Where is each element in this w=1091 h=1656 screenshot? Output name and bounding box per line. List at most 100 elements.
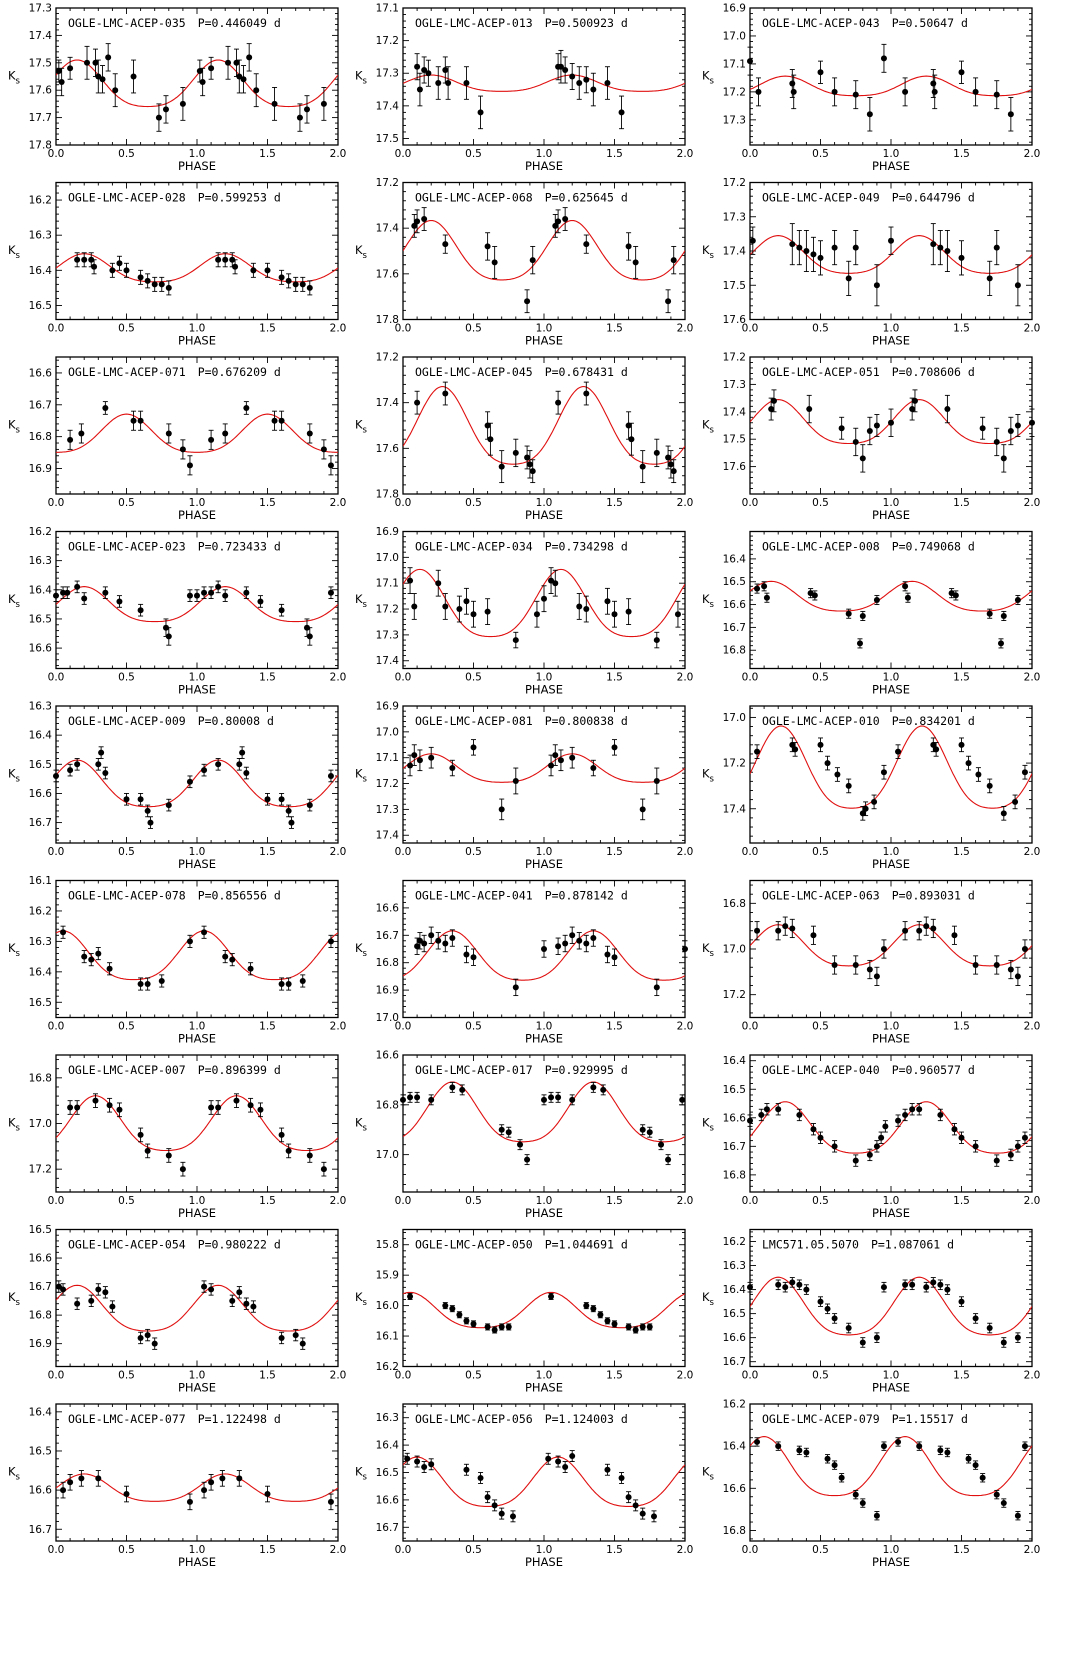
data-point — [327, 589, 334, 596]
x-tick-label: 0.5 — [812, 1370, 829, 1382]
y-tick-label: 16.7 — [723, 1141, 746, 1153]
y-tick-label: 17.7 — [29, 112, 52, 124]
data-point — [421, 66, 428, 73]
data-point — [930, 925, 937, 932]
data-point — [498, 1323, 505, 1330]
data-point — [862, 805, 869, 812]
light-curve-panel: 0.0 0.5 1.0 1.5 2.0 16.9 17.0 17.1 17.2 17.3 PHASE… — [702, 3, 1040, 174]
data-point — [1012, 798, 1019, 805]
x-tick-label: 0.0 — [48, 497, 65, 509]
panel-title: OGLE-LMC-ACEP-008 P=0.749068 d — [762, 540, 975, 554]
data-point — [165, 1152, 172, 1159]
data-point — [123, 1491, 130, 1498]
data-point — [247, 965, 254, 972]
x-tick-label: 2.0 — [1024, 672, 1041, 684]
data-point — [463, 1466, 470, 1473]
x-tick-label: 1.0 — [536, 846, 553, 858]
y-axis-label: Ks — [355, 243, 368, 261]
data-point — [470, 954, 477, 961]
y-tick-label: 16.9 — [376, 526, 399, 538]
panel-title: OGLE-LMC-ACEP-049 P=0.644796 d — [762, 191, 975, 205]
data-point — [199, 78, 206, 85]
data-point — [1000, 1339, 1007, 1346]
data-point — [789, 80, 796, 87]
y-axis-label: Ks — [355, 418, 368, 436]
x-tick-label: 0.0 — [395, 1195, 412, 1207]
x-tick-label: 1.5 — [606, 148, 623, 160]
x-tick-label: 0.0 — [48, 1195, 65, 1207]
data-point — [548, 762, 555, 769]
data-point — [775, 927, 782, 934]
data-point — [754, 748, 761, 755]
y-tick-label: 16.4 — [29, 265, 53, 277]
data-point — [817, 69, 824, 76]
data-point — [562, 940, 569, 947]
data-point — [498, 1126, 505, 1133]
data-point — [831, 961, 838, 968]
data-point — [285, 807, 292, 814]
y-axis-label: Ks — [355, 1290, 368, 1308]
data-point — [1014, 1334, 1021, 1341]
data-point — [646, 1129, 653, 1136]
data-point — [524, 1156, 531, 1163]
y-tick-label: 15.9 — [376, 1270, 399, 1282]
data-point — [562, 1464, 569, 1471]
data-point — [299, 1340, 306, 1347]
data-point — [53, 592, 59, 599]
panel-title: OGLE-LMC-ACEP-035 P=0.446049 d — [68, 16, 281, 30]
x-tick-label: 0.0 — [48, 1544, 65, 1556]
data-point — [215, 256, 222, 263]
data-point — [306, 284, 313, 291]
data-point — [909, 1281, 916, 1288]
data-point — [477, 109, 484, 116]
fit-curve — [750, 1436, 1032, 1497]
x-tick-label: 2.0 — [330, 1021, 347, 1033]
data-point — [414, 943, 421, 950]
data-point — [292, 1332, 299, 1339]
x-tick-label: 1.5 — [259, 846, 276, 858]
data-point — [625, 422, 632, 429]
data-point — [975, 771, 982, 778]
data-point — [888, 237, 894, 244]
light-curve-panel: 0.0 0.5 1.0 1.5 2.0 16.8 17.0 17.2 PHASE Ks OGLE-L… — [8, 1054, 346, 1220]
x-tick-label: 1.5 — [953, 497, 970, 509]
data-point — [597, 1311, 604, 1318]
data-point — [604, 951, 611, 958]
x-tick-label: 0.5 — [812, 1195, 829, 1207]
data-point — [923, 923, 930, 930]
data-point — [407, 762, 414, 769]
y-tick-label: 16.5 — [723, 1084, 746, 1096]
panel-title: OGLE-LMC-ACEP-010 P=0.834201 d — [762, 714, 975, 728]
data-point — [414, 1094, 421, 1101]
data-point — [306, 1152, 313, 1159]
data-point — [763, 1106, 770, 1113]
x-tick-label: 2.0 — [330, 148, 347, 160]
data-point — [463, 951, 470, 958]
data-point — [1014, 1512, 1021, 1519]
data-point — [243, 1300, 250, 1307]
data-point — [618, 1474, 625, 1481]
x-tick-label: 1.0 — [883, 148, 900, 160]
x-tick-label: 1.0 — [189, 323, 206, 335]
y-tick-label: 16.7 — [723, 622, 746, 634]
data-point — [775, 1281, 782, 1288]
data-point — [229, 1297, 236, 1304]
y-tick-label: 17.5 — [376, 133, 399, 145]
data-point — [278, 417, 285, 424]
y-tick-label: 16.4 — [29, 730, 53, 742]
x-tick-label: 0.0 — [742, 1370, 759, 1382]
data-point — [1014, 1143, 1021, 1150]
data-point — [979, 1474, 986, 1481]
panel-title: OGLE-LMC-ACEP-017 P=0.929995 d — [415, 1063, 628, 1077]
data-point — [151, 1340, 158, 1347]
y-tick-label: 17.6 — [376, 443, 400, 455]
data-point — [64, 589, 71, 596]
y-axis-label: Ks — [702, 69, 715, 87]
x-tick-label: 2.0 — [677, 148, 694, 160]
y-tick-label: 17.2 — [723, 352, 746, 364]
light-curve-panel: 0.0 0.5 1.0 1.5 2.0 17.2 17.3 17.4 17.5 17.6 PHASE… — [702, 177, 1040, 348]
x-tick-label: 0.0 — [742, 1195, 759, 1207]
data-point — [754, 1438, 761, 1445]
x-tick-label: 0.5 — [465, 148, 482, 160]
y-tick-label: 17.2 — [723, 989, 746, 1001]
